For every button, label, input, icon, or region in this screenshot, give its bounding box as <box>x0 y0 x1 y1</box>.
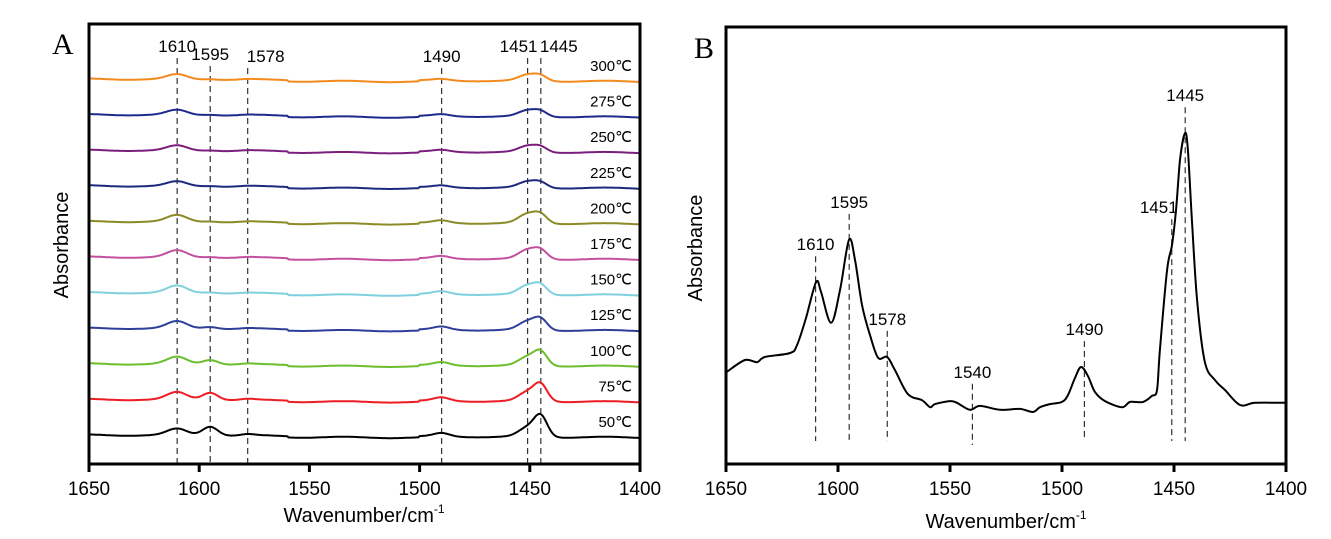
peak-label: 1490 <box>1065 320 1103 339</box>
peak-label: 1451 <box>1140 198 1178 217</box>
panel-a-peak-markers <box>176 58 542 463</box>
panel-b-tick-label: 1400 <box>1265 479 1307 500</box>
peak-label: 1451 <box>500 37 538 56</box>
panel-a-tick-label: 1450 <box>509 479 551 500</box>
spectrum-line-250c <box>89 143 640 155</box>
temperature-label: 225℃ <box>590 165 632 182</box>
spectrum-line-50c <box>89 412 640 440</box>
spectrum-line-100c <box>89 348 640 368</box>
panel-b-xlabel: Wavenumber/cm-1 <box>925 508 1086 533</box>
temperature-label: 150℃ <box>590 272 632 289</box>
panel-b-ylabel: Absorbance <box>685 195 707 302</box>
spectrum-line-150c <box>89 281 640 297</box>
panel-b-tick-label: 1600 <box>817 479 859 500</box>
panel-b-peak-markers <box>814 107 1186 445</box>
peak-label: 1445 <box>540 37 578 56</box>
panel-b-x-ticks: 1650 1600 1550 1500 1450 1400 <box>705 464 1307 500</box>
peak-label: 1595 <box>191 45 229 64</box>
peak-label: 1578 <box>868 310 906 329</box>
temperature-label: 75℃ <box>598 378 632 395</box>
temperature-label: 200℃ <box>590 200 632 217</box>
temperature-label: 175℃ <box>590 236 632 253</box>
temperature-label: 50℃ <box>598 414 632 431</box>
panel-a-letter: A <box>52 28 74 61</box>
spectrum-line-75c <box>89 381 640 404</box>
panel-b-tick-label: 1500 <box>1041 479 1083 500</box>
peak-label: 1490 <box>423 47 461 66</box>
spectrum-line-300c <box>89 72 640 84</box>
spectrum-line-200c <box>89 210 640 226</box>
panel-b-tick-label: 1650 <box>705 479 747 500</box>
temperature-label: 125℃ <box>590 307 632 324</box>
temperature-label: 275℃ <box>590 94 632 111</box>
spectrum-line-125c <box>89 315 640 333</box>
peak-label: 1445 <box>1166 86 1204 105</box>
peak-label: 1595 <box>830 193 868 212</box>
peak-label: 1578 <box>247 47 285 66</box>
panel-b-peak-labels: 1610 1595 1578 1540 1490 1451 1445 <box>797 86 1204 382</box>
panel-a-frame <box>87 22 642 466</box>
spectrum-line-225c <box>89 179 640 190</box>
panel-b-tick-label: 1550 <box>929 479 971 500</box>
spectrum-line <box>726 131 1286 414</box>
panel-a-spectra <box>89 72 640 440</box>
panel-a-xlabel: Wavenumber/cm-1 <box>283 502 444 527</box>
panel-a-tick-label: 1650 <box>68 479 110 500</box>
panel-a-tick-label: 1500 <box>398 479 440 500</box>
peak-label: 1610 <box>797 235 835 254</box>
spectrum-line-175c <box>89 246 640 262</box>
panel-b-letter: B <box>694 32 714 65</box>
peak-label: 1540 <box>953 363 991 382</box>
panel-a-tick-label: 1600 <box>178 479 220 500</box>
panel-b-tick-label: 1450 <box>1153 479 1195 500</box>
panel-b-spectra <box>726 131 1286 414</box>
panel-a: A 300℃ 275℃ 250℃ 225℃ 200℃ 175℃ 150℃ 125℃ 100℃ 75… <box>51 22 661 527</box>
peak-label: 1610 <box>158 37 196 56</box>
spectrum-line-275c <box>89 108 640 119</box>
temperature-label: 100℃ <box>590 343 632 360</box>
temperature-label: 250℃ <box>590 129 632 146</box>
panel-b-frame <box>724 25 1288 466</box>
panel-a-tick-label: 1550 <box>288 479 330 500</box>
panel-a-ylabel: Absorbance <box>51 192 73 299</box>
panel-a-tick-label: 1400 <box>619 479 661 500</box>
temperature-label: 300℃ <box>590 58 632 75</box>
panel-a-temperature-labels: 300℃ 275℃ 250℃ 225℃ 200℃ 175℃ 150℃ 125℃ 100℃ 75℃ 5… <box>590 58 632 431</box>
panel-a-x-ticks: 1650 1600 1550 1500 1450 1400 <box>68 464 661 500</box>
